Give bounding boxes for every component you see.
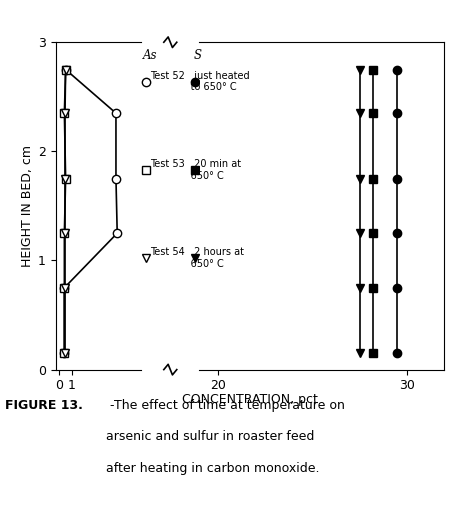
Y-axis label: HEIGHT IN BED, cm: HEIGHT IN BED, cm [21, 145, 34, 267]
Text: As: As [143, 49, 157, 62]
Text: Test 53   20 min at
             650° C: Test 53 20 min at 650° C [150, 159, 242, 181]
Text: The effect of time at temperature on: The effect of time at temperature on [106, 399, 345, 412]
Text: after heating in carbon monoxide.: after heating in carbon monoxide. [106, 462, 320, 475]
Text: Test 54   2 hours at
             650° C: Test 54 2 hours at 650° C [150, 248, 244, 269]
Text: CONCENTRATION, pct: CONCENTRATION, pct [182, 393, 318, 407]
Text: -: - [106, 399, 115, 412]
Text: Test 52   just heated
             to 650° C: Test 52 just heated to 650° C [150, 71, 250, 92]
Text: arsenic and sulfur in roaster feed: arsenic and sulfur in roaster feed [106, 430, 315, 444]
Text: S: S [194, 49, 201, 62]
Text: FIGURE 13.: FIGURE 13. [5, 399, 82, 412]
